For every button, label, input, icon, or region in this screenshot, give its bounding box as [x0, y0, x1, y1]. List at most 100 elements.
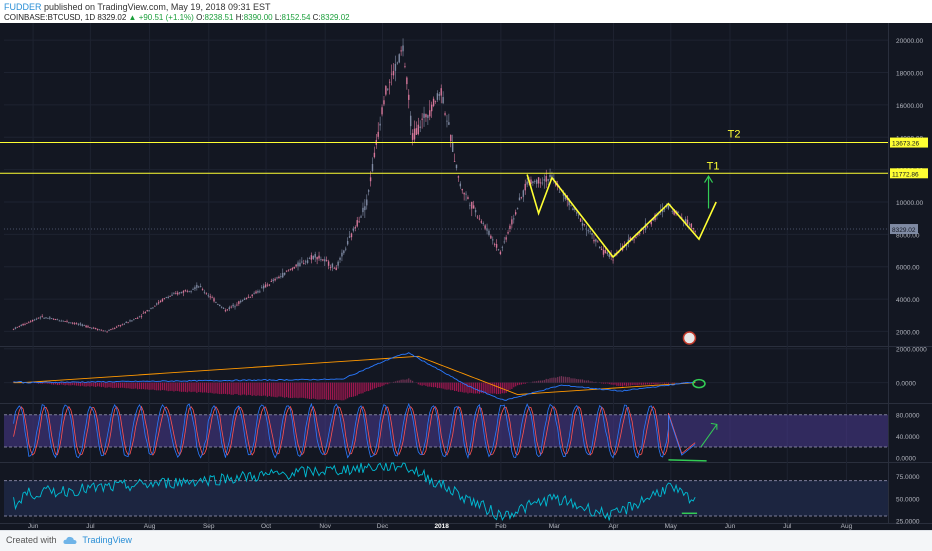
- histogram-bar: [309, 383, 310, 399]
- candle-body: [633, 239, 634, 240]
- open-label: O:: [196, 13, 204, 22]
- rsi-band: [4, 481, 888, 516]
- histogram-bar: [567, 377, 568, 382]
- histogram-bar: [496, 383, 497, 394]
- histogram-bar: [458, 383, 459, 392]
- candle-body: [267, 285, 268, 286]
- histogram-bar: [280, 383, 281, 397]
- histogram-bar: [229, 383, 230, 395]
- chart-canvas[interactable]: 20000.0018000.0016000.0014000.0012000.00…: [0, 23, 932, 530]
- candle-body: [154, 306, 155, 307]
- histogram-bar: [462, 383, 463, 393]
- histogram-bar: [168, 383, 169, 392]
- stoch-tick-label: 40.0000: [896, 434, 920, 441]
- candle-body: [607, 252, 608, 254]
- x-tick-label: Sep: [203, 523, 215, 530]
- histogram-bar: [78, 383, 79, 386]
- histogram-bar: [55, 383, 56, 385]
- candle-body: [526, 182, 527, 185]
- candle-body: [441, 88, 442, 95]
- histogram-bar: [231, 383, 232, 395]
- candle-body: [269, 285, 270, 286]
- histogram-bar: [633, 383, 634, 385]
- candle-body: [299, 263, 300, 267]
- histogram-bar: [187, 383, 188, 393]
- histogram-bar: [570, 378, 571, 382]
- symbol-label[interactable]: COINBASE:BTCUSD, 1D: [4, 13, 95, 22]
- histogram-bar: [255, 383, 256, 396]
- histogram-bar: [288, 383, 289, 398]
- candle-body: [143, 313, 144, 314]
- candle-body: [61, 321, 62, 322]
- histogram-bar: [641, 383, 642, 385]
- histogram-bar: [135, 383, 136, 389]
- histogram-bar: [286, 383, 287, 397]
- candle-body: [694, 231, 695, 232]
- histogram-bar: [210, 383, 211, 393]
- candle-body: [206, 293, 207, 294]
- x-tick-label: Aug: [841, 523, 853, 530]
- histogram-bar: [194, 383, 195, 392]
- candle-body: [276, 278, 277, 279]
- candle-body: [274, 279, 275, 280]
- histogram-bar: [439, 383, 440, 388]
- publish-info: FUDDER published on TradingView.com, May…: [4, 2, 271, 12]
- histogram-bar: [265, 383, 266, 396]
- candle-body: [473, 205, 474, 208]
- high-value: 8390.00: [244, 13, 273, 22]
- candle-body: [80, 323, 81, 324]
- histogram-bar: [523, 383, 524, 384]
- histogram-bar: [542, 381, 543, 383]
- author-link[interactable]: FUDDER: [4, 2, 42, 12]
- candle-body: [538, 177, 539, 183]
- histogram-bar: [448, 383, 449, 390]
- chart-area[interactable]: 20000.0018000.0016000.0014000.0012000.00…: [0, 23, 932, 530]
- tradingview-brand[interactable]: TradingView: [82, 535, 132, 545]
- candle-body: [145, 312, 146, 313]
- candle-body: [13, 329, 14, 330]
- histogram-bar: [444, 383, 445, 390]
- candle-body: [448, 122, 449, 125]
- histogram-bar: [546, 379, 547, 383]
- histogram-bar: [223, 383, 224, 394]
- candle-body: [215, 302, 216, 303]
- candle-body: [124, 324, 125, 325]
- candle-body: [273, 280, 274, 281]
- histogram-bar: [171, 383, 172, 391]
- candle-body: [381, 107, 382, 114]
- candle-body: [125, 322, 126, 323]
- histogram-bar: [553, 378, 554, 383]
- histogram-bar: [93, 383, 94, 387]
- histogram-bar: [504, 383, 505, 394]
- histogram-bar: [131, 383, 132, 389]
- candle-body: [175, 293, 176, 294]
- histogram-bar: [116, 383, 117, 388]
- histogram-bar: [557, 377, 558, 383]
- histogram-bar: [114, 383, 115, 388]
- candle-body: [231, 307, 232, 308]
- y-tick-label: 20000.00: [896, 38, 923, 45]
- histogram-bar: [418, 383, 419, 385]
- histogram-bar: [282, 383, 283, 397]
- candle-body: [450, 135, 451, 141]
- candle-body: [687, 220, 688, 224]
- histogram-bar: [101, 383, 102, 387]
- candle-body: [693, 228, 694, 229]
- candle-body: [22, 324, 23, 325]
- candle-body: [351, 233, 352, 237]
- candle-body: [160, 301, 161, 302]
- candle-body: [336, 268, 337, 270]
- histogram-bar: [162, 383, 163, 390]
- candle-body: [217, 304, 218, 305]
- histogram-bar: [395, 381, 396, 382]
- histogram-bar: [76, 383, 77, 386]
- low-value: 8152.54: [282, 13, 311, 22]
- candle-body: [204, 292, 205, 293]
- histogram-bar: [307, 383, 308, 399]
- histogram-bar: [612, 383, 613, 385]
- candle-body: [366, 199, 367, 205]
- histogram-bar: [393, 382, 394, 383]
- candle-body: [420, 127, 421, 128]
- histogram-bar: [206, 383, 207, 393]
- candle-body: [261, 288, 262, 289]
